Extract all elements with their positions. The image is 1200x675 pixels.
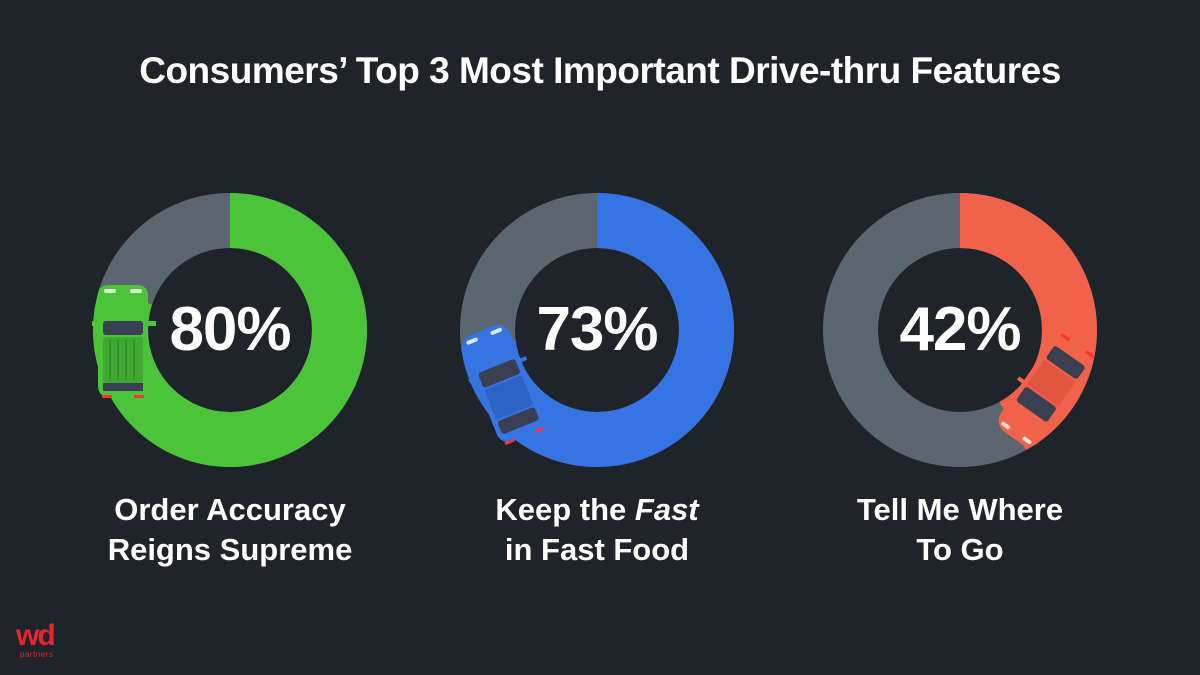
feature-label: Tell Me Where To Go <box>856 492 1064 567</box>
donut-panel-order-accuracy: 80% Order Accuracy Reigns Supreme <box>80 190 380 570</box>
car-icon <box>998 333 1095 447</box>
logo-mark: wd <box>16 619 56 652</box>
car-icon <box>462 324 545 446</box>
chart-title: Consumers’ Top 3 Most Important Drive-th… <box>139 50 1061 91</box>
donut-panel-wayfinding: 42% Tell Me Where To Go <box>810 190 1110 570</box>
percent-value: 73% <box>536 295 658 364</box>
donut-panel-speed: 73% Keep the Fast in Fast Food <box>447 190 747 570</box>
logo-subtext: partners <box>20 650 54 659</box>
percent-value: 80% <box>169 295 291 364</box>
percent-value: 42% <box>899 295 1021 364</box>
feature-label: Order Accuracy Reigns Supreme <box>107 492 353 567</box>
wd-partners-logo: wd partners <box>16 619 56 660</box>
donut-ring <box>823 193 1097 467</box>
feature-label: Keep the Fast in Fast Food <box>495 492 699 567</box>
donut-chart: 42% <box>823 193 1097 467</box>
car-icon <box>92 285 156 398</box>
